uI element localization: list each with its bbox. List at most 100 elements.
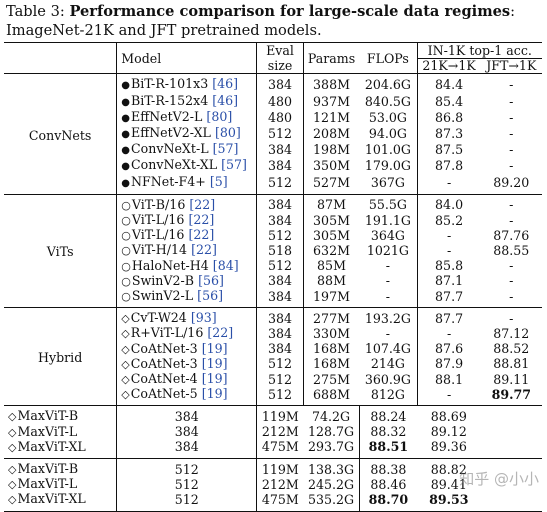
params-value: 212M [261, 424, 299, 440]
acc-jft-value: 89.41 [430, 476, 467, 492]
params-value: 632M [313, 242, 350, 258]
table-row: ◇MaxViT-XL 384 475M 293.7G 88.51 89.36 [4, 439, 542, 459]
citation-link[interactable]: [22] [188, 227, 215, 243]
eval-size: 480 [256, 93, 304, 110]
flops-value: 101.0G [359, 142, 418, 159]
citation-link[interactable]: [19] [201, 386, 228, 402]
model-marker: ◇ [8, 410, 17, 424]
acc-jft-value: - [509, 77, 514, 93]
flops-value: 138.3G [303, 458, 360, 478]
model-label: ConvNeXt-XL [131, 157, 218, 173]
flops-value: 55.5G [359, 194, 418, 214]
citation-link[interactable]: [46] [212, 92, 239, 108]
params-value: 350M [313, 158, 350, 174]
table-row: ●EffNetV2-XL [80] 512 208M 94.0G 87.3- [4, 125, 542, 143]
table-row: ◇CoAtNet-4 [19] 512 275M 360.9G 88.1 89.11 [4, 371, 542, 388]
model-name: ◇R+ViT-L/16 [22] [116, 325, 258, 342]
params-value: 475M [261, 491, 299, 507]
params-value: 88M [317, 273, 346, 289]
acc-jft-value: - [509, 109, 514, 125]
eval-size: 512 [116, 492, 258, 512]
table-row: ◇MaxViT-L 512 212M 245.2G 88.46 89.41 [4, 476, 542, 493]
model-name: ◇MaxViT-B [4, 405, 118, 425]
table-row: ◇MaxViT-B 512 119M 138.3G 88.38 88.82 [4, 458, 542, 478]
model-marker: ◇ [8, 478, 17, 492]
citation-link[interactable]: [19] [201, 340, 228, 356]
citation-link[interactable]: [56] [197, 288, 224, 304]
params-value: 275M [313, 371, 350, 387]
flops-value: 204.6G [359, 73, 418, 94]
citation-link[interactable]: [5] [209, 173, 228, 189]
acc-jft-value: 89.11 [493, 371, 530, 387]
eval-size: 384 [256, 326, 304, 342]
citation-link[interactable]: [22] [188, 212, 215, 228]
acc-jft-value: 89.53 [429, 491, 469, 507]
model-name: ◇CvT-W24 [93] [116, 307, 258, 327]
flops-value: - [359, 274, 418, 290]
acc-21k-value: - [446, 325, 452, 341]
model-name: ○ViT-L/16 [22] [116, 227, 258, 244]
flops-value: 364G [359, 228, 418, 244]
model-label: EffNetV2-L [131, 108, 203, 124]
acc-21k-value: 85.8 [435, 258, 464, 274]
model-name: ◇MaxViT-XL [4, 492, 118, 512]
citation-link[interactable]: [56] [198, 272, 224, 288]
acc-21k-value: 87.1 [435, 273, 464, 289]
acc-jft-value: 88.82 [430, 461, 467, 477]
acc-21k-value: 87.9 [435, 356, 464, 372]
model-label: ViT-L/16 [131, 212, 185, 228]
table-row: ViTs ○ViT-B/16 [22] 384 87M 55.5G 84.0- [4, 194, 542, 308]
model-label: ViT-H/14 [131, 242, 188, 258]
citation-link[interactable]: [80] [214, 125, 241, 141]
citation-link[interactable]: [93] [190, 310, 217, 326]
acc-21k-value: 84.4 [435, 77, 464, 93]
acc-jft-value: - [509, 258, 514, 274]
model-marker: ○ [121, 274, 131, 288]
citation-link[interactable]: [22] [207, 325, 234, 341]
acc-21k-value: - [446, 174, 452, 190]
header-model: Model [116, 42, 258, 74]
citation-link[interactable]: [80] [206, 108, 233, 124]
flops-value: - [359, 258, 418, 274]
acc-21k-value: 84.0 [435, 197, 464, 213]
acc-jft-value: 88.81 [493, 356, 530, 372]
citation-link[interactable]: [46] [212, 76, 239, 92]
model-label: R+ViT-L/16 [130, 325, 204, 341]
eval-size: 512 [256, 357, 304, 373]
params-value: 197M [313, 288, 350, 304]
acc-21k-value: 86.8 [435, 109, 464, 125]
eval-size: 512 [116, 458, 258, 478]
section-hybrid: Hybrid ◇CvT-W24 [93] 384 277M 193.2G 87.7- ◇R+… [4, 307, 542, 406]
citation-link[interactable]: [57] [212, 141, 239, 157]
flops-value: 293.7G [303, 439, 360, 459]
eval-size: 512 [256, 258, 304, 274]
eval-size: 384 [256, 213, 304, 229]
model-marker: ◇ [121, 388, 130, 402]
acc-jft-value: 88.69 [430, 408, 467, 424]
table-caption: Table 3: Performance comparison for larg… [6, 2, 542, 40]
acc-jft-value: - [509, 212, 514, 228]
flops-value: 840.5G [359, 93, 418, 110]
citation-link[interactable]: [84] [212, 257, 239, 273]
acc-jft-value: 88.55 [493, 242, 530, 258]
model-marker: ● [121, 80, 130, 92]
citation-link[interactable]: [22] [191, 242, 217, 258]
citation-link[interactable]: [22] [189, 196, 216, 212]
model-marker: ◇ [121, 327, 130, 341]
acc-jft-value: 89.36 [430, 439, 467, 455]
citation-link[interactable]: [19] [201, 371, 228, 387]
model-marker: ◇ [121, 312, 130, 326]
citation-link[interactable]: [57] [221, 157, 247, 173]
acc-jft-value: 88.52 [493, 341, 530, 357]
table-row: ○SwinV2-B [56] 384 88M -87.1- [4, 272, 542, 290]
eval-size: 384 [256, 274, 304, 290]
acc-jft-value: - [509, 93, 514, 109]
eval-size: 384 [256, 341, 304, 357]
header-params: Params [307, 50, 356, 66]
citation-link[interactable]: [19] [201, 355, 228, 371]
table-row: ●ConvNeXt-L [57] 384 198M 101.0G 87.5- [4, 141, 542, 159]
acc-jft-value: - [509, 310, 514, 326]
model-name: ○ViT-L/16 [22] [116, 212, 258, 229]
model-marker: ○ [121, 198, 131, 212]
